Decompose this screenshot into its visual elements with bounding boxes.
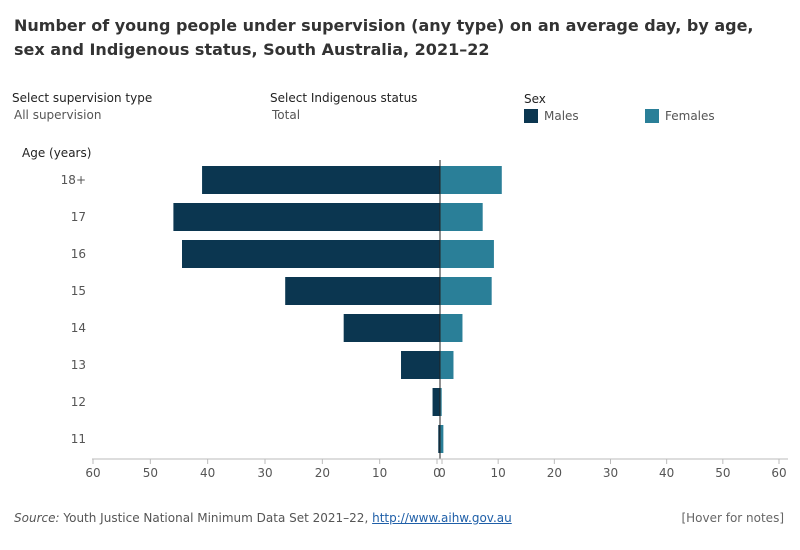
bar-females-11: [440, 425, 444, 453]
bar-males-11: [438, 425, 440, 453]
bar-males-17: [173, 203, 440, 231]
x-tick-label-right-30: 30: [603, 466, 618, 480]
bar-females-12: [440, 388, 442, 416]
legend-title: Sex: [524, 92, 546, 106]
population-pyramid-chart: Age (years) 18+ 17 16 15 14 13 12 11 60 50 40 30 20 10…: [22, 146, 788, 480]
x-tick-label-right-10: 10: [491, 466, 506, 480]
x-tick-label-left-60: 60: [85, 466, 100, 480]
bar-males-15: [285, 277, 440, 305]
x-tick-label-right-0: 0: [438, 466, 446, 480]
x-tick-label-left-40: 40: [200, 466, 215, 480]
bar-females-15: [440, 277, 492, 305]
bar-males-12: [432, 388, 440, 416]
legend-item-males[interactable]: Males: [524, 108, 579, 124]
x-tick-label-left-50: 50: [143, 466, 158, 480]
bar-females-17: [440, 203, 483, 231]
bar-females-14: [440, 314, 463, 342]
supervision-type-label: Select supervision type: [12, 91, 153, 105]
source-link[interactable]: http://www.aihw.gov.au: [372, 511, 512, 525]
y-tick-label-14: 14: [71, 321, 86, 335]
x-tick-label-left-30: 30: [257, 466, 272, 480]
bar-males-13: [401, 351, 440, 379]
source-note: Source: Youth Justice National Minimum D…: [14, 511, 512, 525]
supervision-type-select[interactable]: All supervision: [14, 108, 102, 122]
x-tick-label-right-50: 50: [715, 466, 730, 480]
bar-females-13: [440, 351, 454, 379]
y-tick-label-15: 15: [71, 284, 86, 298]
x-tick-label-left-0: 0: [433, 466, 441, 480]
y-tick-label-16: 16: [71, 247, 86, 261]
legend-item-females[interactable]: Females: [645, 108, 715, 124]
y-tick-label-12: 12: [71, 395, 86, 409]
y-tick-label-11: 11: [71, 432, 86, 446]
legend-swatch-males: [524, 109, 538, 123]
legend-swatch-females: [645, 109, 659, 123]
x-tick-label-right-60: 60: [771, 466, 786, 480]
bar-females-18plus: [440, 166, 502, 194]
indigenous-status-select[interactable]: Total: [272, 108, 301, 122]
indigenous-status-label: Select Indigenous status: [270, 91, 418, 105]
bar-males-16: [182, 240, 440, 268]
x-tick-label-left-10: 10: [372, 466, 387, 480]
y-tick-label-18plus: 18+: [61, 173, 86, 187]
legend-label-males: Males: [544, 109, 579, 123]
source-label: Source:: [14, 511, 60, 525]
bar-females-16: [440, 240, 494, 268]
y-tick-label-17: 17: [71, 210, 86, 224]
hover-for-notes[interactable]: [Hover for notes]: [681, 511, 784, 525]
bar-males-14: [343, 314, 440, 342]
x-tick-label-right-40: 40: [659, 466, 674, 480]
source-text: Youth Justice National Minimum Data Set …: [63, 511, 369, 525]
y-axis-label: Age (years): [22, 146, 91, 160]
legend-label-females: Females: [665, 109, 715, 123]
y-tick-label-13: 13: [71, 358, 86, 372]
x-tick-label-left-20: 20: [315, 466, 330, 480]
bar-males-18plus: [202, 166, 440, 194]
chart-title: Number of young people under supervision…: [14, 16, 754, 59]
x-tick-label-right-20: 20: [547, 466, 562, 480]
